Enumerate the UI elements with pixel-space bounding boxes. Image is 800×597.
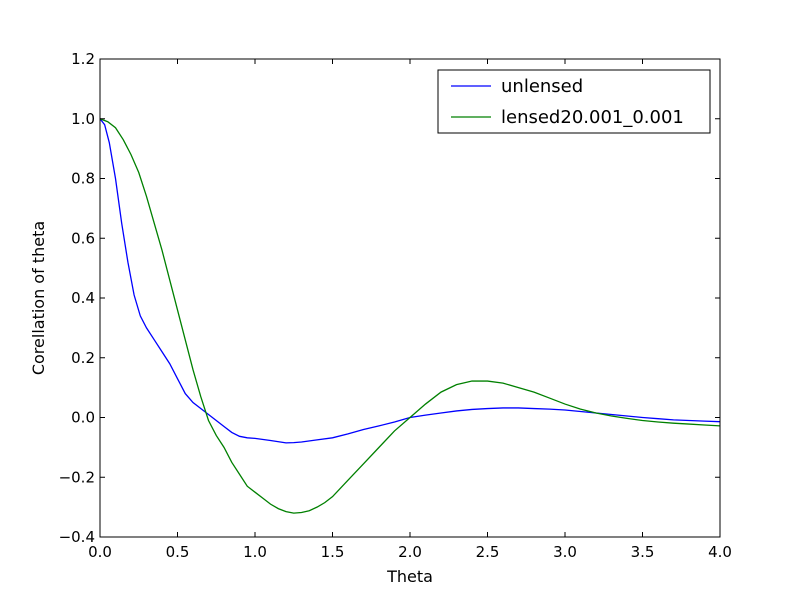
x-axis-label: Theta (386, 567, 433, 586)
x-tick-label: 3.5 (631, 543, 655, 561)
x-tick-label: 4.0 (708, 543, 732, 561)
series-line-unlensed (99, 118, 721, 444)
y-tick-label: 0.8 (71, 170, 95, 188)
legend-box (437, 69, 711, 134)
y-tick-label: 0.6 (71, 229, 95, 247)
y-tick-label: −0.4 (59, 528, 95, 546)
series-line-lensed (99, 118, 721, 514)
series-layer (99, 118, 721, 514)
y-tick-label: 0.0 (71, 409, 95, 427)
ticks-layer: 0.0 0.5 1.0 1.5 2.0 2.5 3.0 3.5 4.0 −0.4 −0.2 0.0 0.… (59, 50, 732, 561)
y-axis-label: Corellation of theta (29, 221, 48, 375)
x-tick-label: 3.0 (553, 543, 577, 561)
x-tick-label: 1.5 (321, 543, 345, 561)
legend-label-unlensed: unlensed (501, 76, 583, 97)
y-tick-label: 0.2 (71, 349, 95, 367)
y-tick-label: 1.2 (71, 50, 95, 68)
legend: unlensed lensed20.001_0.001 (437, 69, 711, 134)
x-tick-label: 1.0 (243, 543, 267, 561)
x-tick-label: 0.5 (166, 543, 190, 561)
y-tick-label: −0.2 (59, 468, 95, 486)
x-tick-label: 2.5 (476, 543, 500, 561)
x-tick-label: 0.0 (88, 543, 112, 561)
y-tick-label: 0.4 (71, 289, 95, 307)
y-tick-label: 1.0 (71, 110, 95, 128)
legend-label-lensed: lensed20.001_0.001 (501, 107, 684, 128)
x-tick-label: 2.0 (398, 543, 422, 561)
